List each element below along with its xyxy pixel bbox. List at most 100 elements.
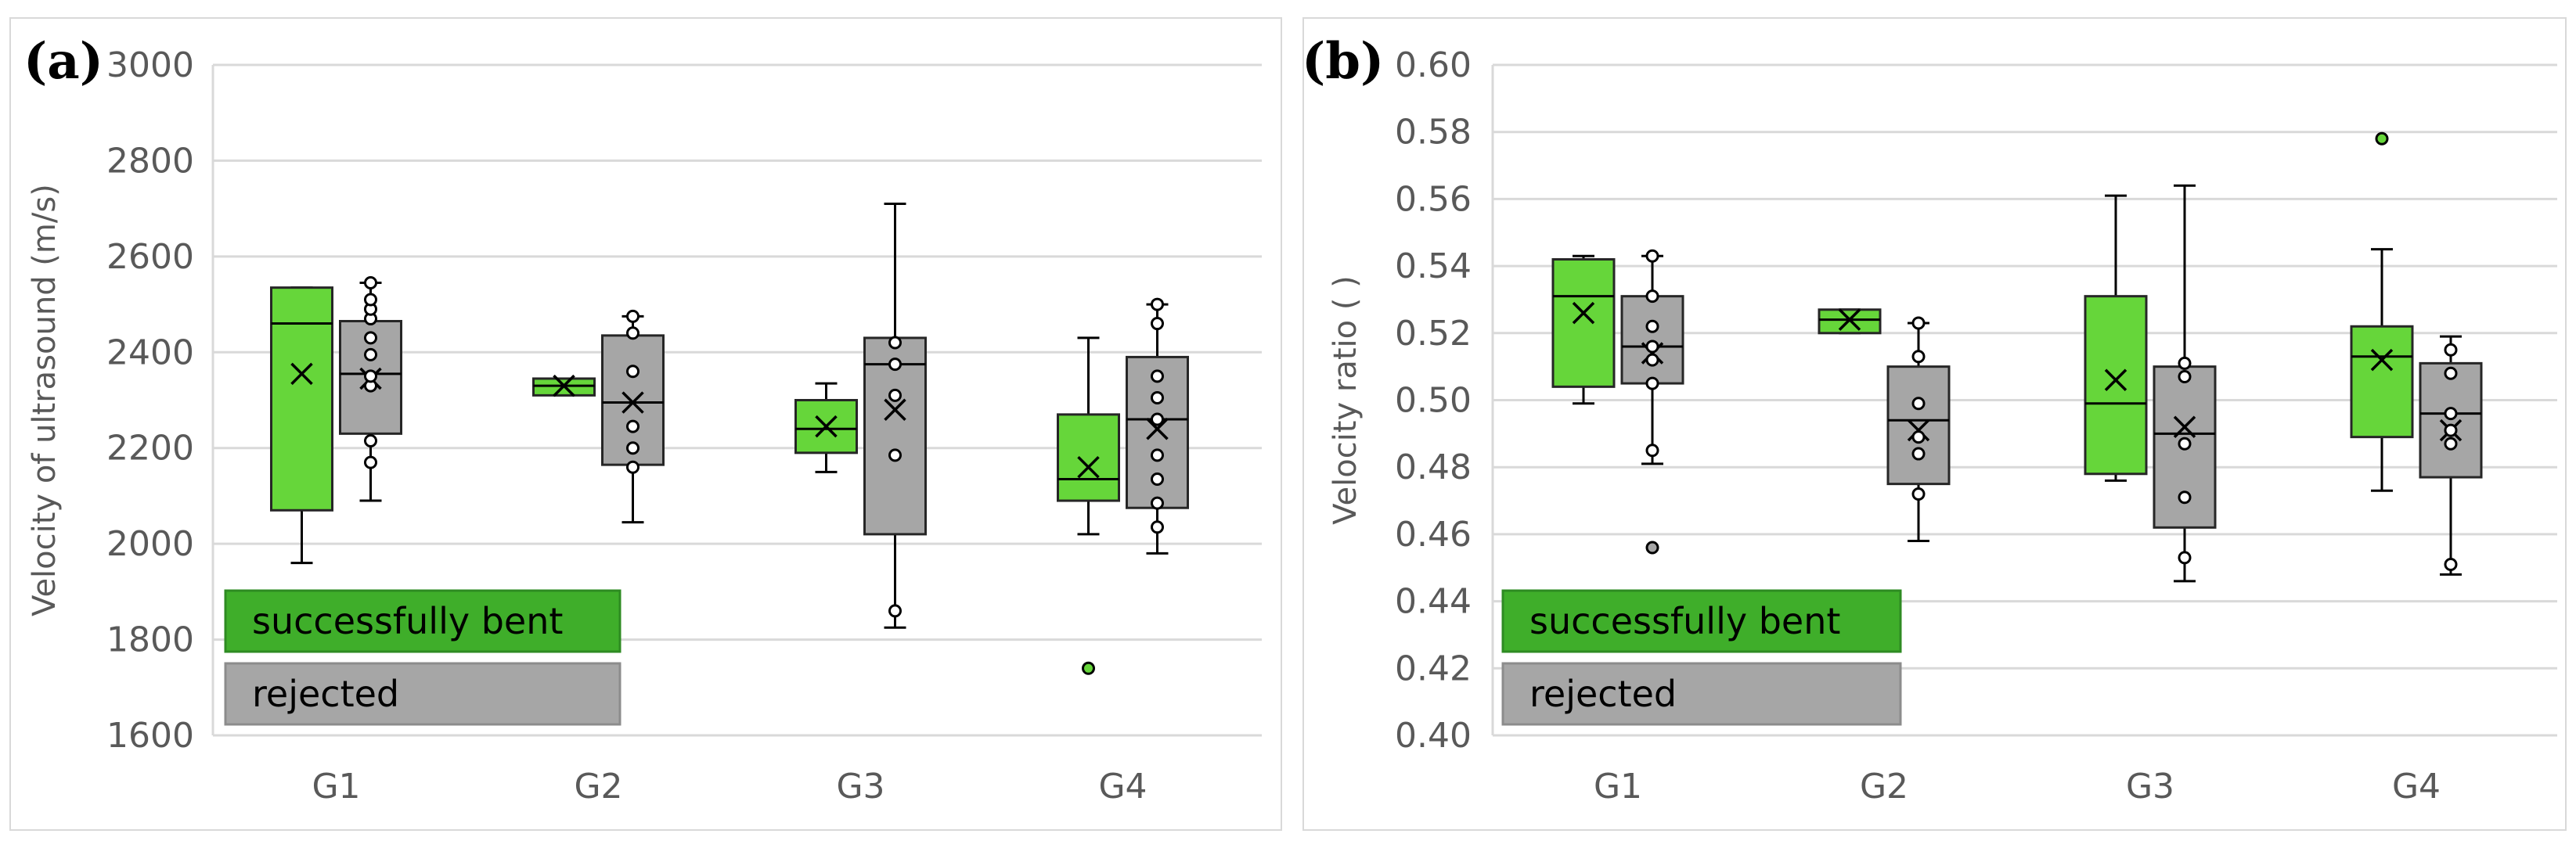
panel-b-rejected-g4-point xyxy=(2444,366,2458,380)
panel-b-label: (b) xyxy=(1302,32,1384,91)
panel-b-rejected-g4-point xyxy=(2444,557,2458,571)
panel-a-rejected-g4-point xyxy=(1151,297,1164,311)
panel-a-rejected-g1-point xyxy=(364,293,377,307)
panel-a-bent-g4-mean-marker xyxy=(1077,455,1100,479)
panel-b-legend-rejected-label: rejected xyxy=(1529,673,1677,715)
panel-b-rejected-g4-point xyxy=(2444,437,2458,451)
panel-a-rejected-g1-point xyxy=(364,276,377,290)
panel-b-ytick-label: 0.42 xyxy=(1395,649,1472,688)
panel-b-category-label: G2 xyxy=(1860,767,1908,807)
panel-a-bent-g1-box xyxy=(270,286,333,512)
panel-a-rejected-g2-point xyxy=(626,419,639,433)
panel-a-rejected-g1-point xyxy=(364,455,377,469)
panel-b-ytick-label: 0.50 xyxy=(1395,381,1472,421)
panel-a-rejected-g4-point xyxy=(1151,496,1164,510)
panel-b-category-label: G4 xyxy=(2392,767,2441,807)
panel-b-ytick-label: 0.60 xyxy=(1395,45,1472,85)
panel-a-rejected-g4-mean-marker xyxy=(1146,417,1169,440)
panel-a-legend-rejected-label: rejected xyxy=(252,673,399,715)
panel-b-rejected-g3-mean-marker xyxy=(2173,415,2196,439)
panel-b-rejected-g2-point xyxy=(1911,430,1926,444)
panel-a-rejected-g1-point xyxy=(364,331,377,345)
panel-b-bent-g1-box xyxy=(1551,258,1616,388)
panel-a-legend-rejected-swatch xyxy=(224,662,621,726)
panel-b-rejected-g1-point xyxy=(1645,353,1659,367)
panel-a-ytick-label: 3000 xyxy=(106,45,194,85)
panel-a-rejected-g3-point xyxy=(888,336,902,350)
panel-a-bent-g4-outlier xyxy=(1082,661,1095,675)
panel-b-rejected-g2-point xyxy=(1911,487,1926,501)
panel-b-ytick-label: 0.44 xyxy=(1395,582,1472,622)
panel-a-rejected-g4-point xyxy=(1151,473,1164,487)
panel-a-rejected-g2-point xyxy=(626,309,639,323)
panel-b-rejected-g1-point xyxy=(1645,289,1659,304)
panel-b-rejected-g1-outlier xyxy=(1645,541,1659,555)
panel-b-rejected-g1-point xyxy=(1645,249,1659,263)
panel-a-rejected-g4-point xyxy=(1151,317,1164,331)
panel-b-rejected-g4-box xyxy=(2419,361,2483,479)
panel-b-bent-g4-outlier xyxy=(2375,131,2389,146)
panel-b-ytick-label: 0.48 xyxy=(1395,447,1472,487)
panel-b-bent-g2-box xyxy=(1818,308,1882,335)
panel-b-rejected-g3-point xyxy=(2178,356,2192,370)
panel-b-rejected-g1-point xyxy=(1645,376,1659,390)
panel-a-legend-bent-label: successfully bent xyxy=(252,600,563,642)
panel-a-rejected-g2-mean-marker xyxy=(621,391,644,414)
panel-b-rejected-g3-point xyxy=(2178,370,2192,384)
panel-a-ytick-label: 2400 xyxy=(106,332,194,372)
panel-a-category-label: G3 xyxy=(836,767,884,807)
panel-a-y-axis-title: Velocity of ultrasound (m/s) xyxy=(27,184,63,616)
panel-a-bent-g2-mean-marker xyxy=(553,374,575,397)
panel-a-bent-g4-box xyxy=(1057,413,1120,502)
panel-b-legend-bent-label: successfully bent xyxy=(1529,600,1840,642)
panel-a-ytick-label: 1800 xyxy=(106,620,194,660)
panel-a-rejected-g1-point xyxy=(364,369,377,383)
panel-b-bent-g4-box xyxy=(2350,325,2414,439)
panel-b-bent-g4-mean-marker xyxy=(2370,348,2394,372)
panel-b-bent-g3-mean-marker xyxy=(2104,368,2127,392)
panel-a-bent-g1-mean-marker xyxy=(290,362,313,386)
panel-a-rejected-g4-point xyxy=(1151,390,1164,404)
panel-a-rejected-g2-point xyxy=(626,460,639,474)
panel-b-rejected-g3-point xyxy=(2178,437,2192,451)
panel-b-rejected-g3-point xyxy=(2178,551,2192,565)
panel-b-ytick-label: 0.56 xyxy=(1395,179,1472,219)
panel-a-rejected-g4-point xyxy=(1151,448,1164,462)
panel-b-legend-bent-swatch xyxy=(1501,589,1902,653)
panel-a-category-label: G1 xyxy=(312,767,360,807)
panel-a-ytick-label: 2200 xyxy=(106,429,194,469)
panel-b-rejected-g2-point xyxy=(1911,397,1926,411)
panel-a-category-label: G4 xyxy=(1098,767,1147,807)
panel-a-rejected-g1-point xyxy=(364,347,377,361)
panel-b-rejected-g2-point xyxy=(1911,447,1926,461)
panel-b-bent-g3-box xyxy=(2084,295,2148,476)
panel-a-rejected-g2-point xyxy=(626,441,639,455)
panel-a-rejected-g4-point xyxy=(1151,520,1164,534)
panel-b-rejected-g4-point xyxy=(2444,423,2458,437)
panel-a-rejected-g1-point xyxy=(364,434,377,448)
panel-b-rejected-g2-box xyxy=(1886,365,1951,486)
panel-b-category-label: G3 xyxy=(2126,767,2174,807)
panel-b-rejected-g1-point xyxy=(1645,444,1659,458)
panel-a-category-label: G2 xyxy=(574,767,622,807)
panel-b-rejected-g4-point xyxy=(2444,407,2458,421)
panel-b-ytick-label: 0.40 xyxy=(1395,716,1472,756)
panel-b-rejected-g1-point xyxy=(1645,340,1659,354)
panel-a-rejected-g3-point xyxy=(888,604,902,618)
panel-a-rejected-g4-point xyxy=(1151,412,1164,426)
panel-a-rejected-g2-point xyxy=(626,326,639,340)
panel-b-y-axis-title: Velocity ratio ( ) xyxy=(1328,275,1364,525)
panel-a-rejected-g4-point xyxy=(1151,369,1164,383)
panel-a-ytick-label: 1600 xyxy=(106,716,194,756)
panel-b-rejected-g1-box xyxy=(1620,295,1684,385)
panel-b-rejected-g1-point xyxy=(1645,319,1659,333)
panel-a-ytick-label: 2800 xyxy=(106,141,194,181)
panel-a-legend-bent-swatch xyxy=(224,589,621,653)
panel-b-legend-rejected-swatch xyxy=(1501,662,1902,726)
panel-b-rejected-g3-point xyxy=(2178,490,2192,505)
panel-a-ytick-label: 2000 xyxy=(106,524,194,564)
panel-b-rejected-g2-point xyxy=(1911,350,1926,364)
panel-b-ytick-label: 0.54 xyxy=(1395,246,1472,286)
panel-b-bent-g2-mean-marker xyxy=(1838,308,1861,331)
